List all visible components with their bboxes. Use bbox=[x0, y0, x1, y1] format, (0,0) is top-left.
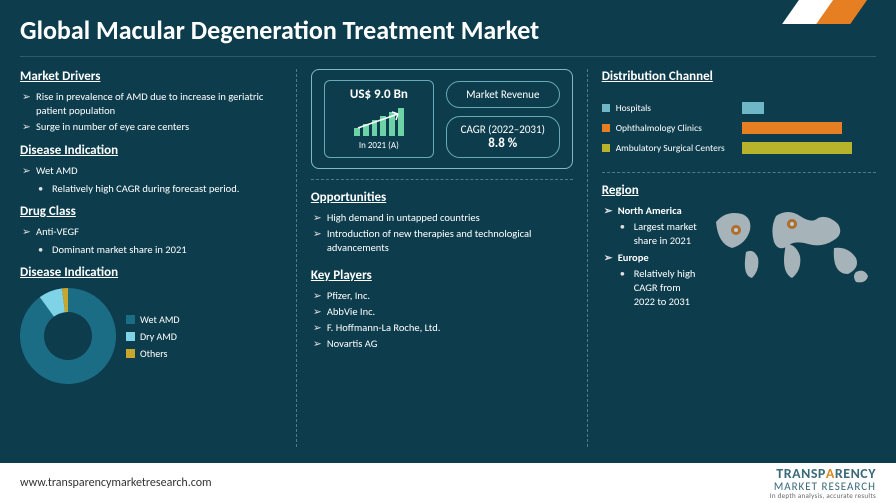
divider bbox=[602, 172, 876, 173]
donut-svg bbox=[20, 288, 116, 384]
key-player-item: Novartis AG bbox=[313, 337, 573, 351]
footer: www.transparencymarketresearch.com TRANS… bbox=[0, 463, 896, 503]
cagr-pill: CAGR (2022–2031) 8.8 % bbox=[446, 116, 560, 158]
region-note: Relatively high CAGR from 2022 to 2031 bbox=[620, 267, 700, 310]
donut-chart: Wet AMD Dry AMD Others bbox=[20, 288, 282, 384]
page-title: Global Macular Degeneration Treatment Ma… bbox=[20, 14, 876, 46]
disease-sub-list: Relatively high CAGR during forecast per… bbox=[20, 180, 282, 198]
opportunities-heading: Opportunities bbox=[311, 190, 573, 205]
kpi-year: In 2021 (A) bbox=[335, 140, 423, 151]
key-players-heading: Key Players bbox=[311, 268, 573, 283]
driver-item: Rise in prevalence of AMD due to increas… bbox=[22, 90, 282, 118]
drug-item: Anti-VEGF bbox=[22, 225, 282, 239]
region-item: Europe bbox=[604, 251, 700, 265]
legend-item: Others bbox=[126, 347, 180, 360]
kpi-value-card: US$ 9.0 Bn In 2021 (A) bbox=[324, 80, 434, 158]
key-players-list: Pfizer, Inc. AbbVie Inc. F. Hoffmann-La … bbox=[311, 287, 573, 354]
legend-label: Others bbox=[140, 347, 167, 360]
world-map-icon bbox=[706, 202, 876, 292]
drug-class-list: Anti-VEGF bbox=[20, 223, 282, 241]
left-column: Market Drivers Rise in prevalence of AMD… bbox=[20, 63, 282, 453]
opportunities-list: High demand in untapped countries Introd… bbox=[311, 209, 573, 258]
disease-item: Wet AMD bbox=[22, 164, 282, 178]
opportunity-item: High demand in untapped countries bbox=[313, 211, 573, 225]
disease-indication-list: Wet AMD bbox=[20, 162, 282, 180]
dist-bar-row: Ophthalmology Clinics bbox=[602, 122, 876, 134]
cagr-label: CAGR (2022–2031) bbox=[461, 123, 545, 136]
region-text: North America Largest market share in 20… bbox=[602, 202, 700, 311]
cagr-value: 8.8 % bbox=[457, 136, 549, 151]
right-column: Distribution Channel Hospitals Ophthalmol… bbox=[602, 63, 876, 453]
legend-label: Dry AMD bbox=[140, 330, 177, 343]
region-sub-list: Largest market share in 2021 bbox=[602, 220, 700, 248]
brand-line1: TRANSPARENCY bbox=[770, 467, 876, 481]
region-note: Largest market share in 2021 bbox=[620, 220, 700, 248]
header-rule bbox=[20, 56, 876, 57]
region-block: North America Largest market share in 20… bbox=[602, 202, 876, 311]
distribution-bars: Hospitals Ophthalmology Clinics Ambulatory… bbox=[602, 94, 876, 162]
kpi-right: Market Revenue CAGR (2022–2031) 8.8 % bbox=[446, 81, 560, 158]
divider bbox=[311, 179, 573, 180]
drug-class-heading: Drug Class bbox=[20, 204, 282, 219]
growth-bars-icon bbox=[354, 106, 404, 136]
key-player-item: Pfizer, Inc. bbox=[313, 289, 573, 303]
drug-sub-item: Dominant market share in 2021 bbox=[38, 243, 282, 257]
disease-sub-item: Relatively high CAGR during forecast per… bbox=[38, 182, 282, 196]
legend-item: Wet AMD bbox=[126, 313, 180, 326]
content-grid: Market Drivers Rise in prevalence of AMD… bbox=[0, 63, 896, 463]
brand-logo: TRANSPARENCY MARKET RESEARCH In depth an… bbox=[770, 467, 876, 499]
divider bbox=[296, 69, 297, 447]
region-list: North America bbox=[602, 204, 700, 218]
distribution-channel-heading: Distribution Channel bbox=[602, 69, 876, 84]
infographic-root: Global Macular Degeneration Treatment Ma… bbox=[0, 0, 896, 503]
region-sub-list: Relatively high CAGR from 2022 to 2031 bbox=[602, 267, 700, 310]
market-drivers-heading: Market Drivers bbox=[20, 69, 282, 84]
region-item: North America bbox=[604, 204, 700, 218]
market-revenue-pill: Market Revenue bbox=[446, 81, 560, 108]
drug-sub-list: Dominant market share in 2021 bbox=[20, 241, 282, 259]
footer-url: www.transparencymarketresearch.com bbox=[20, 476, 212, 490]
opportunity-item: Introduction of new therapies and techno… bbox=[313, 227, 573, 255]
region-list: Europe bbox=[602, 251, 700, 265]
divider bbox=[587, 69, 588, 447]
kpi-value: US$ 9.0 Bn bbox=[335, 87, 423, 102]
donut-legend: Wet AMD Dry AMD Others bbox=[126, 309, 180, 364]
disease-indication-heading: Disease Indication bbox=[20, 143, 282, 158]
dist-bar-row: Hospitals bbox=[602, 102, 876, 114]
driver-item: Surge in number of eye care centers bbox=[22, 120, 282, 134]
dist-bar-row: Ambulatory Surgical Centers bbox=[602, 142, 876, 154]
key-player-item: AbbVie Inc. bbox=[313, 305, 573, 319]
market-drivers-list: Rise in prevalence of AMD due to increas… bbox=[20, 88, 282, 137]
header-accent bbox=[756, 0, 876, 24]
middle-column: US$ 9.0 Bn In 2021 (A) Market Revenue CA… bbox=[311, 63, 573, 453]
donut-heading: Disease Indication bbox=[20, 265, 282, 280]
brand-tagline: In depth analysis, accurate results bbox=[770, 492, 876, 499]
header: Global Macular Degeneration Treatment Ma… bbox=[0, 0, 896, 56]
region-heading: Region bbox=[602, 183, 876, 198]
legend-label: Wet AMD bbox=[140, 313, 180, 326]
legend-item: Dry AMD bbox=[126, 330, 180, 343]
kpi-panel: US$ 9.0 Bn In 2021 (A) Market Revenue CA… bbox=[311, 69, 573, 169]
key-player-item: F. Hoffmann-La Roche, Ltd. bbox=[313, 321, 573, 335]
